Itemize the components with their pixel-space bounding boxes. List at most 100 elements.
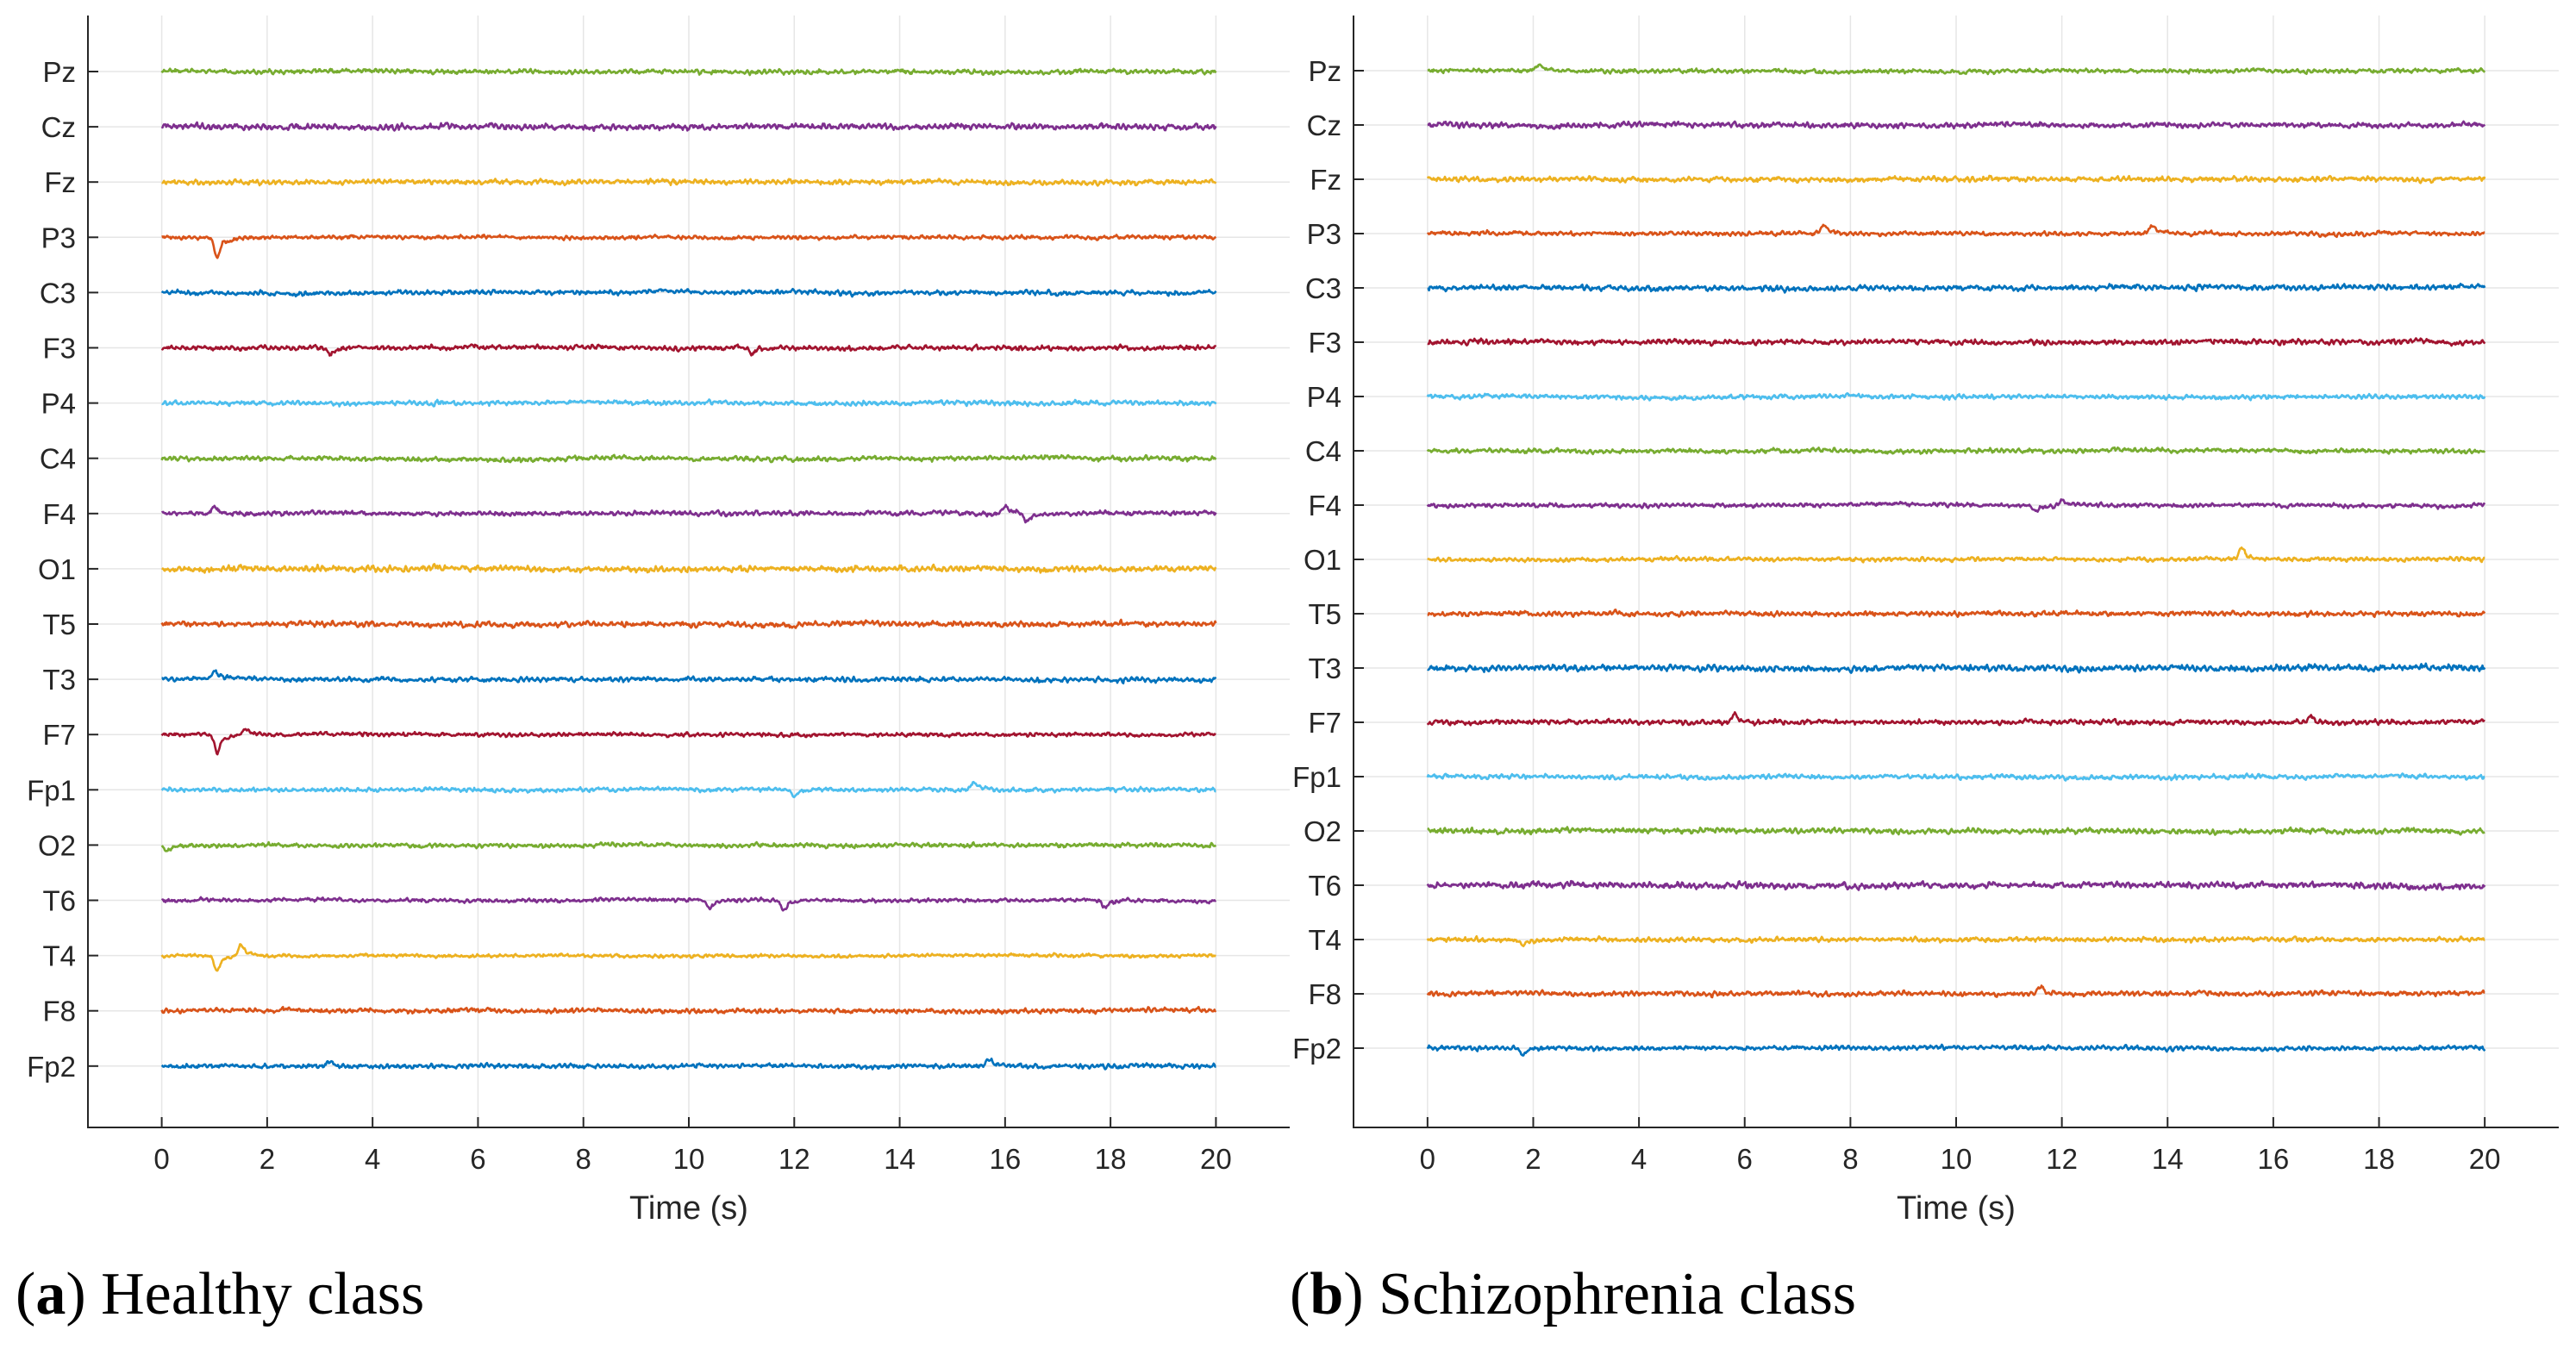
channel-label-p3: P3 [1307, 218, 1341, 250]
channel-label-fz: Fz [1310, 164, 1341, 196]
trace-fz [1426, 174, 2486, 184]
trace-p4 [161, 398, 1217, 408]
trace-f3 [160, 343, 1217, 357]
trace-o2 [1427, 826, 2485, 836]
channel-label-cz: Cz [1307, 109, 1341, 141]
channel-label-o2: O2 [38, 829, 76, 861]
channel-label-f8: F8 [1308, 978, 1341, 1010]
channel-label-o1: O1 [38, 553, 76, 585]
trace-c4 [160, 453, 1217, 464]
trace-f4 [161, 503, 1217, 524]
trace-fp1 [160, 780, 1216, 799]
x-tick-label: 20 [1200, 1143, 1232, 1175]
trace-fz [161, 178, 1217, 187]
channel-label-p4: P4 [1307, 381, 1341, 413]
channel-label-f8: F8 [42, 996, 76, 1027]
trace-t3 [161, 669, 1217, 685]
x-tick-label: 8 [1842, 1143, 1858, 1175]
trace-t6 [1426, 879, 2486, 891]
trace-p3 [161, 233, 1217, 259]
trace-t4 [160, 943, 1216, 972]
x-tick-label: 18 [1095, 1143, 1127, 1175]
caption-a: (a) Healthy class [16, 1261, 425, 1327]
channel-label-f4: F4 [1308, 490, 1341, 521]
trace-f8 [1426, 984, 2485, 999]
x-tick-label: 12 [2046, 1143, 2078, 1175]
channel-label-t6: T6 [42, 885, 76, 917]
trace-fp2 [1426, 1043, 2486, 1057]
channel-label-fp2: Fp2 [1292, 1033, 1341, 1065]
channel-label-c3: C3 [40, 277, 76, 309]
channel-label-o2: O2 [1304, 815, 1341, 847]
trace-f4 [1426, 498, 2486, 513]
channel-label-fp2: Fp2 [27, 1051, 76, 1083]
channel-label-t3: T3 [42, 664, 76, 696]
x-tick-label: 12 [778, 1143, 810, 1175]
trace-f7 [160, 727, 1216, 756]
trace-o1 [1427, 546, 2485, 564]
trace-f3 [1427, 337, 2486, 347]
channel-label-t5: T5 [1308, 598, 1341, 630]
x-tick-label: 16 [2258, 1143, 2290, 1175]
channel-label-o1: O1 [1304, 544, 1341, 576]
trace-c3 [1427, 282, 2486, 294]
x-tick-label: 6 [470, 1143, 485, 1175]
trace-fp1 [1426, 772, 2485, 782]
x-tick-label: 14 [2152, 1143, 2184, 1175]
x-tick-label: 18 [2363, 1143, 2395, 1175]
x-axis-label: Time (s) [629, 1190, 748, 1227]
panel-b-schizophrenia: 0 2 4 6 8 10 12 14 16 18 20 Pz Cz Fz P3 C3 F3 P4 C4 F4 O1 T5 T… [1292, 16, 2559, 1227]
x-tick-label: 10 [1941, 1143, 1973, 1175]
trace-o1 [160, 563, 1217, 574]
channel-label-fp1: Fp1 [27, 774, 76, 806]
trace-cz [160, 121, 1217, 133]
channel-label-p4: P4 [41, 388, 76, 420]
trace-cz [1427, 120, 2486, 130]
x-tick-label: 20 [2469, 1143, 2501, 1175]
channel-label-c4: C4 [1305, 435, 1341, 467]
channel-label-t6: T6 [1308, 870, 1341, 902]
trace-o2 [160, 840, 1217, 852]
channel-label-pz: Pz [42, 56, 76, 88]
x-tick-label: 0 [1420, 1143, 1435, 1175]
trace-c4 [1426, 446, 2486, 456]
axis-lines [1353, 16, 2559, 1128]
channel-label-t5: T5 [42, 609, 76, 640]
panel-a-healthy: 0 2 4 6 8 10 12 14 16 18 20 Pz Cz Fz P3 C3 F3 P4 C4 F4 O1 T5 T… [27, 16, 1290, 1227]
axis-lines [87, 16, 1290, 1128]
x-tick-label: 6 [1737, 1143, 1753, 1175]
caption-b: (b) Schizophrenia class [1290, 1261, 1857, 1327]
x-tick-label: 14 [884, 1143, 916, 1175]
channel-label-c3: C3 [1305, 272, 1341, 304]
trace-c3 [160, 287, 1217, 298]
trace-p3 [1426, 223, 2485, 239]
channel-label-f3: F3 [1308, 327, 1341, 359]
trace-t5 [1427, 608, 2486, 619]
x-tick-label: 10 [673, 1143, 705, 1175]
channel-label-pz: Pz [1308, 55, 1341, 87]
x-tick-label: 2 [1525, 1143, 1541, 1175]
x-tick-label: 0 [153, 1143, 169, 1175]
channel-label-f3: F3 [42, 333, 76, 365]
channel-label-f7: F7 [1308, 707, 1341, 739]
trace-f8 [160, 1005, 1217, 1015]
channel-label-fp1: Fp1 [1292, 761, 1341, 793]
trace-p4 [1426, 391, 2486, 402]
channel-label-t4: T4 [42, 940, 76, 972]
channel-label-t3: T3 [1308, 653, 1341, 684]
channel-label-t4: T4 [1308, 924, 1341, 956]
x-tick-label: 16 [989, 1143, 1021, 1175]
trace-pz [1427, 63, 2486, 76]
x-tick-label: 4 [365, 1143, 380, 1175]
x-tick-label: 8 [576, 1143, 591, 1175]
trace-fp2 [160, 1057, 1216, 1071]
x-tick-label: 4 [1631, 1143, 1647, 1175]
trace-t5 [160, 618, 1217, 630]
trace-t3 [1427, 662, 2486, 674]
channel-label-cz: Cz [41, 111, 76, 143]
channel-label-f4: F4 [42, 498, 76, 530]
channel-label-c4: C4 [40, 443, 76, 475]
x-tick-label: 2 [259, 1143, 275, 1175]
channel-label-p3: P3 [41, 222, 76, 253]
